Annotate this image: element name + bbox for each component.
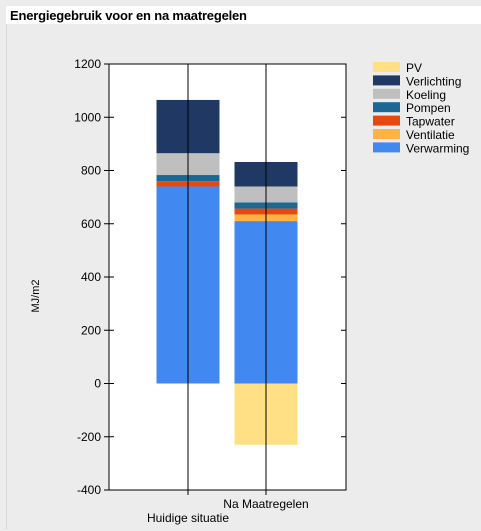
legend-swatch-pv [373,62,400,72]
legend-label-ventilatie: Ventilatie [406,128,455,142]
legend-swatch-pompen [373,102,400,113]
legend-label-pv: PV [406,61,422,75]
legend-swatch-ventilatie [373,129,400,139]
y-tick-label: -200 [77,430,101,444]
legend-label-verlichting: Verlichting [406,74,461,88]
chart-frame [6,24,480,529]
legend-label-verwarming: Verwarming [406,141,469,155]
title-bar [6,6,481,24]
y-tick-label: 0 [94,377,101,391]
y-tick-label: 1000 [74,110,101,124]
legend-swatch-koeling [373,88,400,99]
x-tick-label-na-maatregelen: Na Maatregelen [223,497,308,511]
axes-group: 1200 1000 800 600 400 200 0 -200 -400 Huidige sit… [30,57,347,525]
chart-title: Energiegebruik voor en na maatregelen [10,8,247,23]
legend: PVVerlichtingKoelingPompenTapwaterVentil… [373,61,469,155]
legend-label-pompen: Pompen [406,101,451,115]
x-tick-label-huidige: Huidige situatie [147,511,229,525]
y-tick-label: 600 [81,217,101,231]
y-axis-label: MJ/m2 [30,280,42,313]
legend-label-tapwater: Tapwater [406,115,455,129]
y-tick-label: 800 [81,164,101,178]
legend-label-koeling: Koeling [406,88,446,102]
legend-swatch-verwarming [373,142,400,153]
y-tick-label: -400 [77,483,101,497]
plot-area [109,64,346,490]
bars-group [109,64,346,490]
y-tick-label: 1200 [74,57,101,71]
legend-swatch-tapwater [373,115,400,126]
y-tick-label: 200 [81,323,101,337]
y-tick-label: 400 [81,270,101,284]
legend-swatch-verlichting [373,75,400,86]
